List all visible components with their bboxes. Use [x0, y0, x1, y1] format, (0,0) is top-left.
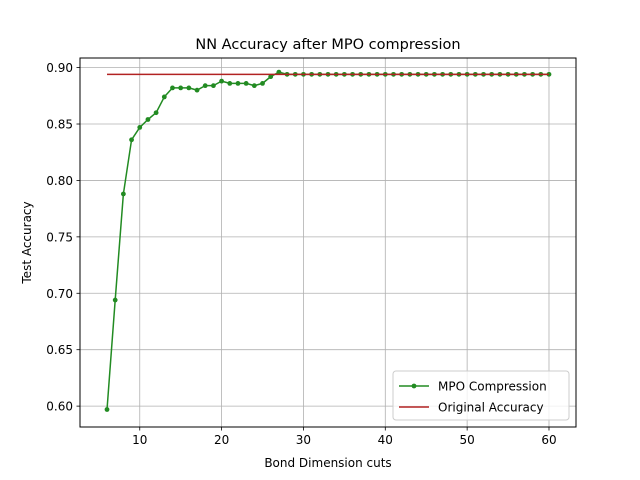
grid	[80, 58, 576, 427]
x-tick-label: 50	[460, 433, 475, 447]
data-point	[186, 85, 192, 91]
data-point	[112, 297, 118, 303]
series-layer	[104, 69, 552, 412]
axes-frame	[79, 57, 577, 428]
y-tick-label: 0.85	[46, 118, 73, 132]
chart-title: NN Accuracy after MPO compression	[195, 37, 460, 53]
data-point	[153, 110, 159, 116]
y-axis-ticks: 0.60 0.65 0.70 0.75 0.80 0.85 0.90	[46, 61, 80, 414]
y-tick-label: 0.90	[46, 61, 73, 75]
data-point	[235, 80, 241, 86]
data-point	[268, 74, 274, 80]
legend-label-mpo: MPO Compression	[438, 380, 547, 394]
data-point	[120, 191, 126, 197]
data-point	[219, 78, 224, 84]
data-point	[137, 124, 143, 130]
legend-box	[392, 370, 570, 421]
data-point	[161, 94, 167, 100]
x-axis-label: Bond Dimension cuts	[264, 456, 391, 470]
data-point	[178, 85, 184, 91]
y-tick-label: 0.60	[46, 400, 73, 414]
x-tick-label: 40	[378, 433, 393, 447]
data-point	[243, 80, 249, 86]
legend: MPO Compression Original Accuracy	[392, 370, 570, 421]
y-tick-label: 0.65	[46, 343, 73, 357]
data-point	[276, 69, 282, 75]
x-tick-label: 60	[541, 433, 556, 447]
data-point	[211, 83, 216, 89]
y-tick-label: 0.80	[46, 174, 73, 188]
data-point	[227, 80, 233, 86]
data-point	[145, 117, 151, 122]
y-tick-label: 0.75	[46, 230, 73, 244]
data-point	[251, 83, 257, 89]
data-point	[129, 137, 134, 143]
x-tick-label: 10	[132, 433, 147, 447]
y-axis-label: Test Accuracy	[20, 201, 34, 284]
data-point	[170, 85, 175, 91]
x-tick-label: 20	[214, 433, 229, 447]
data-point	[546, 71, 552, 77]
y-tick-label: 0.70	[46, 287, 73, 301]
data-point	[260, 80, 265, 86]
x-tick-label: 30	[296, 433, 311, 447]
x-axis-ticks: 10 20 30 40 50 60	[132, 427, 557, 447]
legend-label-original: Original Accuracy	[438, 401, 544, 415]
data-point	[194, 87, 200, 93]
legend-marker-mpo	[411, 383, 417, 389]
data-point	[202, 83, 208, 89]
data-point	[104, 407, 110, 412]
